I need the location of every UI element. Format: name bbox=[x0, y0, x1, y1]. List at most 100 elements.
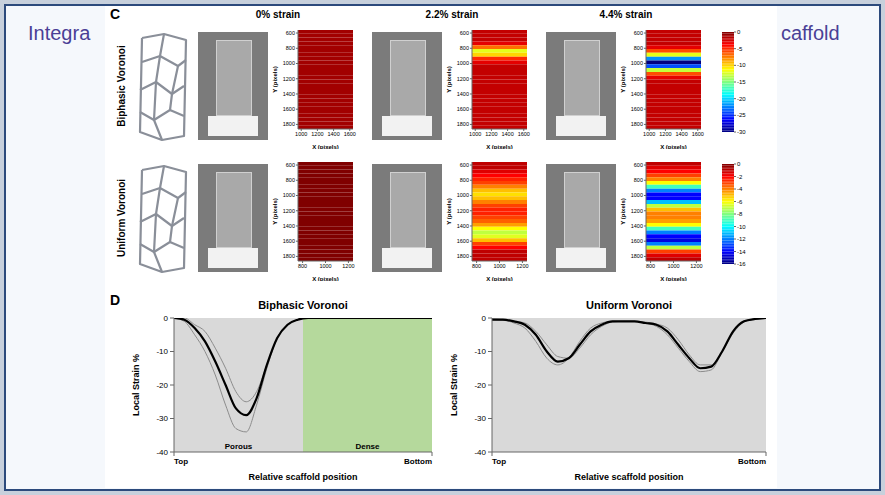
svg-text:600: 600 bbox=[460, 162, 469, 168]
svg-text:1800: 1800 bbox=[631, 253, 643, 259]
svg-text:0: 0 bbox=[482, 314, 487, 323]
svg-text:X (pixels): X (pixels) bbox=[312, 144, 339, 149]
svg-text:Top: Top bbox=[174, 457, 188, 466]
svg-text:-10: -10 bbox=[737, 224, 746, 230]
svg-text:Local Strain %: Local Strain % bbox=[131, 354, 141, 416]
svg-text:1800: 1800 bbox=[631, 121, 643, 127]
svg-text:1600: 1600 bbox=[692, 131, 704, 137]
svg-text:1400: 1400 bbox=[501, 131, 513, 137]
svg-text:600: 600 bbox=[286, 162, 295, 168]
svg-text:1400: 1400 bbox=[457, 223, 469, 229]
svg-text:Top: Top bbox=[492, 457, 506, 466]
svg-text:1400: 1400 bbox=[283, 91, 295, 97]
svg-text:1000: 1000 bbox=[283, 60, 295, 66]
svg-text:Local Strain %: Local Strain % bbox=[449, 354, 459, 416]
svg-text:1200: 1200 bbox=[485, 131, 497, 137]
svg-text:1000: 1000 bbox=[493, 263, 505, 269]
svg-text:Bottom: Bottom bbox=[404, 457, 432, 466]
svg-text:0: 0 bbox=[164, 314, 169, 323]
svg-text:1200: 1200 bbox=[283, 76, 295, 82]
svg-text:1800: 1800 bbox=[457, 121, 469, 127]
svg-text:X (pixels): X (pixels) bbox=[660, 144, 687, 149]
svg-text:1800: 1800 bbox=[283, 253, 295, 259]
svg-text:1200: 1200 bbox=[457, 208, 469, 214]
svg-text:Y (pixels): Y (pixels) bbox=[620, 198, 626, 225]
svg-text:-40: -40 bbox=[474, 448, 486, 457]
svg-text:1000: 1000 bbox=[283, 192, 295, 198]
svg-text:Y (pixels): Y (pixels) bbox=[272, 66, 278, 93]
svg-text:1200: 1200 bbox=[311, 131, 323, 137]
svg-text:-10: -10 bbox=[737, 62, 746, 68]
svg-text:1600: 1600 bbox=[631, 106, 643, 112]
svg-text:-20: -20 bbox=[474, 381, 486, 390]
svg-text:1400: 1400 bbox=[675, 131, 687, 137]
svg-text:-20: -20 bbox=[156, 381, 168, 390]
svg-text:800: 800 bbox=[646, 263, 655, 269]
svg-text:1400: 1400 bbox=[327, 131, 339, 137]
svg-text:1400: 1400 bbox=[631, 223, 643, 229]
svg-text:1600: 1600 bbox=[518, 131, 530, 137]
svg-text:Uniform Voronoi: Uniform Voronoi bbox=[116, 179, 127, 257]
svg-text:Biphasic Voronoi: Biphasic Voronoi bbox=[116, 45, 127, 127]
svg-text:1000: 1000 bbox=[469, 131, 481, 137]
svg-text:-5: -5 bbox=[737, 46, 743, 52]
svg-text:-2: -2 bbox=[737, 174, 743, 180]
svg-text:1000: 1000 bbox=[457, 60, 469, 66]
svg-text:1000: 1000 bbox=[319, 263, 331, 269]
svg-text:-30: -30 bbox=[474, 414, 486, 423]
svg-text:1600: 1600 bbox=[457, 106, 469, 112]
svg-text:600: 600 bbox=[634, 162, 643, 168]
svg-text:1200: 1200 bbox=[457, 76, 469, 82]
svg-text:1000: 1000 bbox=[457, 192, 469, 198]
svg-text:Relative scaffold position: Relative scaffold position bbox=[248, 472, 357, 482]
svg-text:1200: 1200 bbox=[690, 263, 702, 269]
svg-text:800: 800 bbox=[286, 177, 295, 183]
svg-text:1600: 1600 bbox=[631, 238, 643, 244]
svg-text:1200: 1200 bbox=[659, 131, 671, 137]
svg-text:1000: 1000 bbox=[667, 263, 679, 269]
svg-text:1000: 1000 bbox=[631, 192, 643, 198]
svg-text:800: 800 bbox=[472, 263, 481, 269]
svg-text:-4: -4 bbox=[737, 186, 743, 192]
svg-text:-10: -10 bbox=[156, 347, 168, 356]
svg-text:X (pixels): X (pixels) bbox=[312, 276, 339, 281]
svg-text:600: 600 bbox=[460, 30, 469, 36]
svg-text:Bottom: Bottom bbox=[738, 457, 766, 466]
svg-text:Relative scaffold position: Relative scaffold position bbox=[574, 472, 683, 482]
svg-text:1000: 1000 bbox=[295, 131, 307, 137]
svg-text:Dense: Dense bbox=[355, 442, 380, 451]
svg-text:-6: -6 bbox=[737, 199, 743, 205]
svg-text:1400: 1400 bbox=[457, 91, 469, 97]
svg-text:-40: -40 bbox=[156, 448, 168, 457]
svg-text:1200: 1200 bbox=[342, 263, 354, 269]
svg-text:-8: -8 bbox=[737, 211, 743, 217]
svg-text:1600: 1600 bbox=[283, 106, 295, 112]
svg-text:800: 800 bbox=[298, 263, 307, 269]
svg-text:800: 800 bbox=[460, 45, 469, 51]
svg-text:-10: -10 bbox=[474, 347, 486, 356]
svg-text:800: 800 bbox=[634, 45, 643, 51]
svg-text:1600: 1600 bbox=[344, 131, 356, 137]
svg-text:Y (pixels): Y (pixels) bbox=[446, 198, 452, 225]
svg-text:1000: 1000 bbox=[643, 131, 655, 137]
svg-text:Y (pixels): Y (pixels) bbox=[272, 198, 278, 225]
svg-text:-30: -30 bbox=[156, 414, 168, 423]
svg-text:0: 0 bbox=[737, 161, 741, 167]
svg-text:-14: -14 bbox=[737, 249, 746, 255]
svg-text:1800: 1800 bbox=[283, 121, 295, 127]
svg-text:X (pixels): X (pixels) bbox=[486, 276, 513, 281]
svg-text:800: 800 bbox=[460, 177, 469, 183]
svg-text:1200: 1200 bbox=[283, 208, 295, 214]
svg-text:1600: 1600 bbox=[457, 238, 469, 244]
svg-text:X (pixels): X (pixels) bbox=[486, 144, 513, 149]
svg-text:X (pixels): X (pixels) bbox=[660, 276, 687, 281]
svg-text:1600: 1600 bbox=[283, 238, 295, 244]
svg-text:1800: 1800 bbox=[457, 253, 469, 259]
svg-text:Porous: Porous bbox=[225, 442, 253, 451]
svg-text:Y (pixels): Y (pixels) bbox=[620, 66, 626, 93]
svg-text:1200: 1200 bbox=[631, 208, 643, 214]
svg-text:1000: 1000 bbox=[631, 60, 643, 66]
svg-text:800: 800 bbox=[634, 177, 643, 183]
svg-text:800: 800 bbox=[286, 45, 295, 51]
svg-text:600: 600 bbox=[634, 30, 643, 36]
